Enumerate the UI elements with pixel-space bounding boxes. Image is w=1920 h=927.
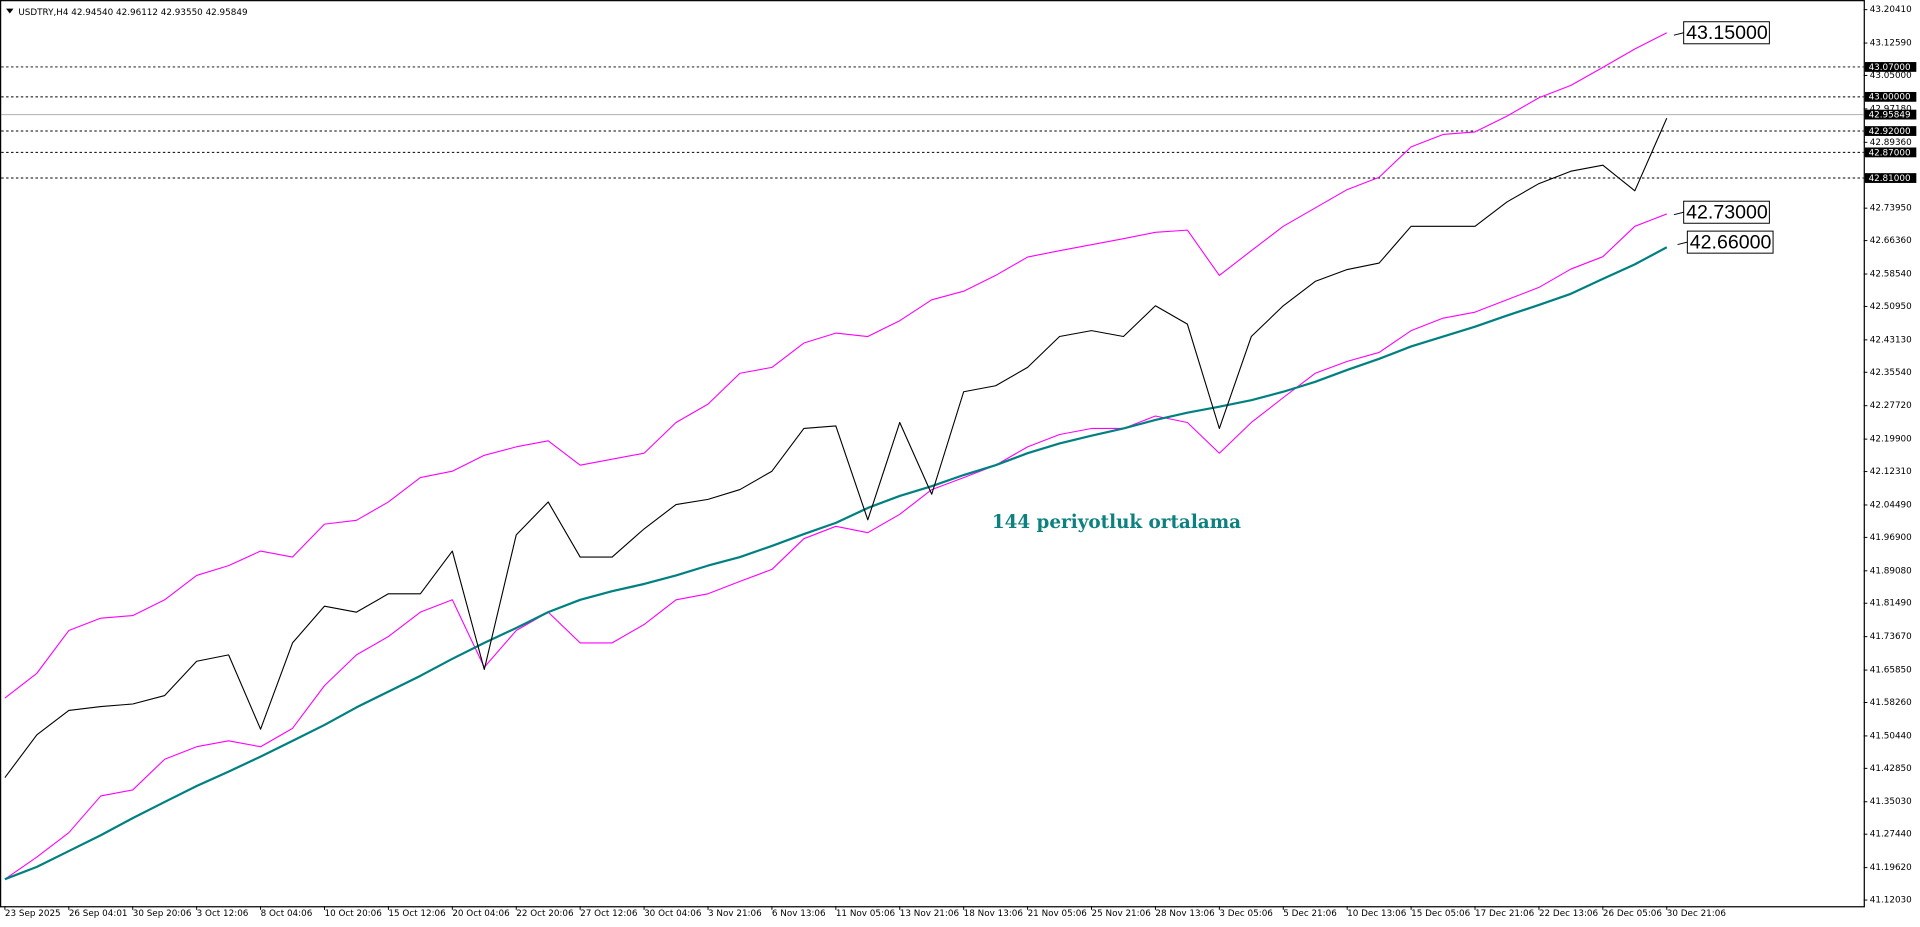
x-tick-label: 10 Dec 13:06 — [1347, 909, 1407, 919]
x-tick-label: 23 Sep 2025 — [5, 909, 61, 919]
y-tick-label: 42.04490 — [1870, 500, 1912, 510]
y-tick-label: 42.27720 — [1870, 401, 1912, 411]
y-tick-label: 41.58260 — [1870, 698, 1912, 708]
x-tick-label: 27 Oct 12:06 — [580, 909, 638, 919]
x-tick-label: 30 Sep 20:06 — [133, 909, 192, 919]
y-tick-label: 42.58540 — [1870, 270, 1912, 280]
y-tick-label: 42.35540 — [1870, 368, 1912, 378]
price-label-box — [1683, 200, 1770, 224]
x-tick-label: 11 Nov 05:06 — [836, 909, 896, 919]
x-tick-label: 26 Dec 05:06 — [1603, 909, 1663, 919]
y-tick-label: 41.35030 — [1870, 797, 1912, 807]
y-tick-label: 41.12030 — [1870, 896, 1912, 906]
y-tick-label: 42.19900 — [1870, 435, 1912, 445]
y-tick-label: 42.66360 — [1870, 236, 1912, 246]
y-tick-label: 41.96900 — [1870, 533, 1912, 543]
x-tick-label: 20 Oct 04:06 — [452, 909, 510, 919]
x-tick-label: 6 Nov 13:06 — [772, 909, 826, 919]
ma-annotation: 144 periyotluk ortalama — [992, 512, 1241, 533]
price-pointer — [1673, 32, 1684, 36]
level-box — [1864, 91, 1917, 102]
level-box — [1864, 126, 1917, 136]
x-tick-label: 15 Oct 12:06 — [388, 909, 446, 919]
level-label: 43.00000 — [1869, 93, 1911, 103]
level-label: 42.81000 — [1869, 174, 1911, 184]
series-line — [4, 32, 1668, 699]
x-tick-label: 3 Oct 12:06 — [197, 909, 249, 919]
y-tick-label: 43.05000 — [1870, 71, 1912, 81]
y-tick-label: 41.73670 — [1870, 632, 1912, 642]
price-pointer — [1677, 241, 1688, 246]
x-tick-label: 26 Sep 04:01 — [69, 909, 128, 919]
chart-title: USDTRY,H4 42.94540 42.96112 42.93550 42.… — [18, 8, 247, 18]
last-price-box — [1864, 109, 1917, 120]
y-tick-label: 41.50440 — [1870, 731, 1912, 741]
level-box — [1864, 62, 1917, 72]
x-tick-label: 13 Nov 21:06 — [900, 909, 960, 919]
x-tick-label: 17 Dec 21:06 — [1475, 909, 1535, 919]
y-tick-label: 43.20410 — [1870, 5, 1912, 15]
y-tick-label: 41.65850 — [1870, 666, 1912, 676]
y-tick-label: 42.97180 — [1870, 104, 1912, 114]
series-line — [4, 213, 1667, 880]
level-box — [1864, 173, 1917, 183]
price-label: 43.15000 — [1686, 22, 1768, 44]
last-price-label: 42.95849 — [1869, 110, 1911, 120]
x-tick-label: 30 Dec 21:06 — [1667, 909, 1727, 919]
x-tick-label: 18 Nov 13:06 — [964, 909, 1024, 919]
x-tick-label: 5 Dec 21:06 — [1283, 909, 1337, 919]
y-tick-label: 41.27440 — [1870, 830, 1912, 840]
price-label-box — [1683, 21, 1770, 45]
x-tick-label: 8 Oct 04:06 — [261, 909, 313, 919]
y-tick-label: 41.19620 — [1870, 863, 1912, 873]
series-line — [4, 246, 1668, 881]
x-tick-label: 22 Dec 13:06 — [1539, 909, 1599, 919]
series-line — [4, 117, 1668, 778]
level-label: 43.07000 — [1869, 63, 1911, 73]
y-tick-label: 43.12590 — [1870, 39, 1912, 49]
x-tick-label: 28 Nov 13:06 — [1155, 909, 1215, 919]
y-tick-label: 42.12310 — [1870, 467, 1912, 477]
x-tick-label: 10 Oct 20:06 — [324, 909, 382, 919]
y-tick-label: 41.81490 — [1870, 599, 1912, 609]
price-label: 42.66000 — [1690, 232, 1772, 254]
level-label: 42.92000 — [1869, 127, 1911, 137]
x-tick-label: 15 Dec 05:06 — [1411, 909, 1471, 919]
y-tick-label: 41.89080 — [1870, 566, 1912, 576]
x-tick-label: 30 Oct 04:06 — [644, 909, 702, 919]
price-pointer — [1673, 211, 1684, 216]
y-tick-label: 42.89360 — [1870, 138, 1912, 148]
x-tick-label: 25 Nov 21:06 — [1092, 909, 1152, 919]
x-tick-label: 22 Oct 20:06 — [516, 909, 574, 919]
level-box — [1864, 147, 1917, 158]
level-label: 42.87000 — [1869, 148, 1911, 158]
y-tick-label: 41.42850 — [1870, 764, 1912, 774]
x-tick-label: 3 Dec 05:06 — [1219, 909, 1273, 919]
plot-frame — [0, 0, 1865, 908]
price-label: 42.73000 — [1686, 202, 1768, 224]
menu-icon[interactable] — [6, 8, 14, 14]
y-tick-label: 42.50950 — [1870, 302, 1912, 312]
y-tick-label: 42.43130 — [1870, 335, 1912, 345]
y-tick-label: 42.73950 — [1870, 204, 1912, 214]
price-label-box — [1686, 230, 1774, 254]
x-tick-label: 3 Nov 21:06 — [708, 909, 762, 919]
x-tick-label: 21 Nov 05:06 — [1028, 909, 1088, 919]
